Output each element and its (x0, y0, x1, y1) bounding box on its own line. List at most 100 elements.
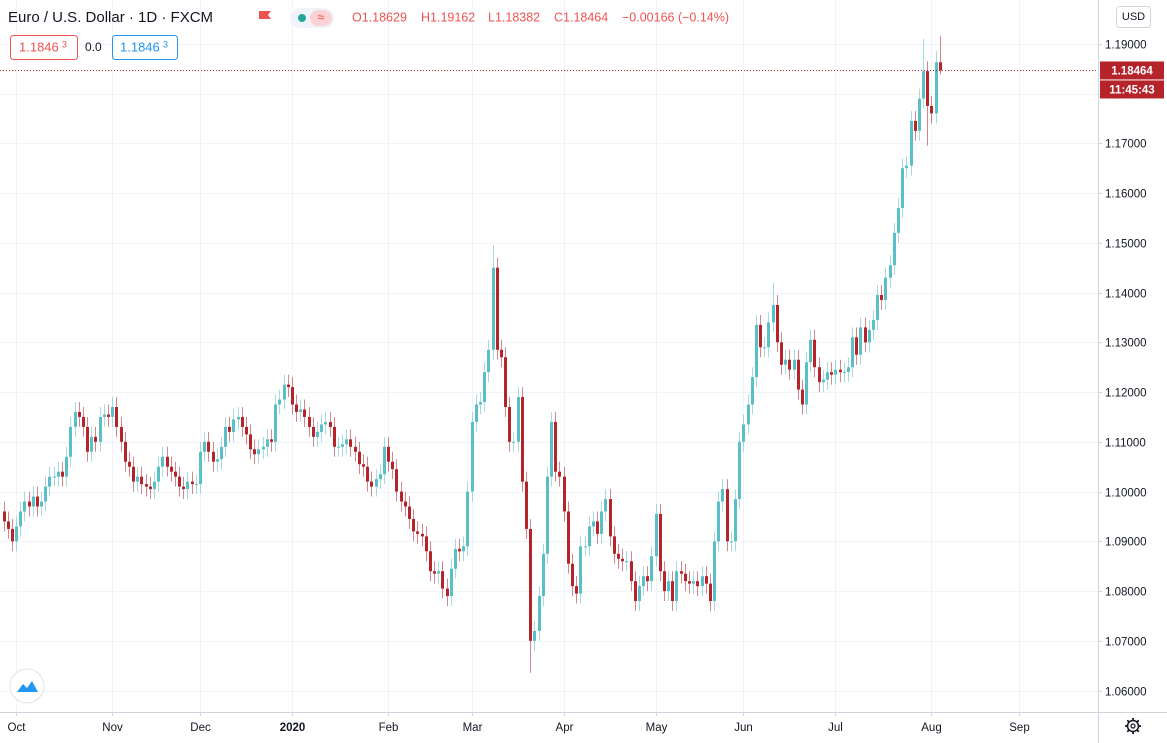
x-tick-label: Sep (1009, 722, 1029, 734)
sell-price: 1.1846 (19, 39, 59, 54)
gear-hub (1130, 723, 1136, 729)
candle-body (680, 571, 683, 574)
last-price-box (1100, 61, 1164, 80)
x-tick-label: Oct (8, 722, 27, 734)
candle-body (930, 105, 933, 114)
x-tick-label: Aug (921, 722, 941, 734)
candle-body (542, 553, 545, 597)
settings-gear[interactable] (1125, 718, 1141, 734)
currency-button[interactable] (1116, 6, 1151, 28)
candle-body (721, 489, 724, 502)
legend-close: C1.18464 (554, 10, 608, 24)
candle-body (178, 476, 181, 487)
candle-body (308, 416, 311, 427)
spread: 0.0 (85, 40, 102, 54)
buy-button[interactable] (112, 35, 178, 60)
candle-body (94, 436, 97, 442)
candle-body (316, 431, 319, 437)
candle-body (475, 404, 478, 422)
candle-body (663, 571, 666, 592)
x-tick-label: 2020 (280, 722, 306, 734)
candle-body (186, 481, 189, 490)
y-tick-label: 1.19000 (1105, 40, 1147, 52)
candle-body (28, 501, 31, 507)
candle-body (366, 466, 369, 482)
candle-body (249, 434, 252, 450)
candle-body (65, 456, 68, 477)
candle-body (876, 295, 879, 320)
buy-pip: 3 (163, 39, 168, 49)
candle-body (521, 397, 524, 482)
candle-body (533, 630, 536, 641)
candle-body (191, 481, 194, 485)
candle-body (400, 491, 403, 502)
y-tick-label: 1.06000 (1105, 687, 1147, 699)
candle-body (303, 409, 306, 417)
candle-body (375, 479, 378, 487)
candle-body (216, 459, 219, 462)
candle-body (705, 576, 708, 584)
candle-body (671, 581, 674, 602)
x-tick-label: Dec (190, 722, 211, 734)
x-tick-label: Jun (734, 722, 753, 734)
candle-body (383, 446, 386, 475)
candle-body (454, 548, 457, 569)
candle-body (855, 337, 858, 355)
candle-body (19, 511, 22, 527)
candle-body (584, 546, 587, 548)
y-tick-label: 1.09000 (1105, 537, 1147, 549)
candle-body (36, 496, 39, 507)
candle-body (579, 546, 582, 594)
candle-body (604, 499, 607, 512)
candle-body (571, 563, 574, 587)
candle-body (128, 461, 131, 467)
y-tick-label: 1.07000 (1105, 637, 1147, 649)
candle-body (416, 531, 419, 534)
candle-body (617, 553, 620, 559)
candle-body (847, 367, 850, 373)
candle-body (709, 583, 712, 602)
candle-body (320, 424, 323, 432)
candle-body (324, 421, 327, 425)
candle-body (859, 327, 862, 355)
candle-body (538, 596, 541, 631)
candle-body (592, 521, 595, 527)
candle-body (124, 441, 127, 462)
candle-body (884, 277, 887, 301)
candle-body (659, 513, 662, 572)
candle-body (600, 511, 603, 534)
y-tick-label: 1.11000 (1105, 438, 1146, 450)
candle-body (48, 476, 51, 487)
candle-body (684, 573, 687, 582)
candle-body (157, 466, 160, 482)
candle-body (257, 449, 260, 455)
candle-body (111, 406, 114, 417)
candle-body (805, 362, 808, 405)
candle-body (149, 486, 152, 490)
candle-body (61, 471, 64, 477)
candles (3, 35, 942, 673)
candle-body (32, 496, 35, 507)
sell-button[interactable] (10, 35, 78, 60)
last-price-label: 1.18464 (1111, 65, 1153, 77)
candle-body (199, 451, 202, 485)
candle-body (408, 506, 411, 519)
candle-body (404, 501, 407, 507)
symbol-title[interactable]: Euro / U.S. Dollar · 1D · FXCM (8, 9, 213, 26)
logo-badge[interactable] (9, 668, 45, 704)
candle-body (329, 421, 332, 427)
candle-body (136, 476, 139, 482)
last-price: 1.18464 11:45:43 (0, 61, 1164, 99)
candle-body (270, 439, 273, 442)
candle-body (638, 586, 641, 602)
flag-icon[interactable] (259, 11, 271, 19)
candle-body (458, 548, 461, 552)
y-tick-label: 1.12000 (1105, 388, 1147, 400)
candle-body (755, 324, 758, 378)
candle-body (701, 576, 704, 587)
candle-body (813, 339, 816, 368)
y-tick-label: 1.17000 (1105, 139, 1147, 151)
candle-body (780, 342, 783, 365)
x-tick-label: Apr (556, 722, 574, 734)
candle-body (788, 359, 791, 370)
